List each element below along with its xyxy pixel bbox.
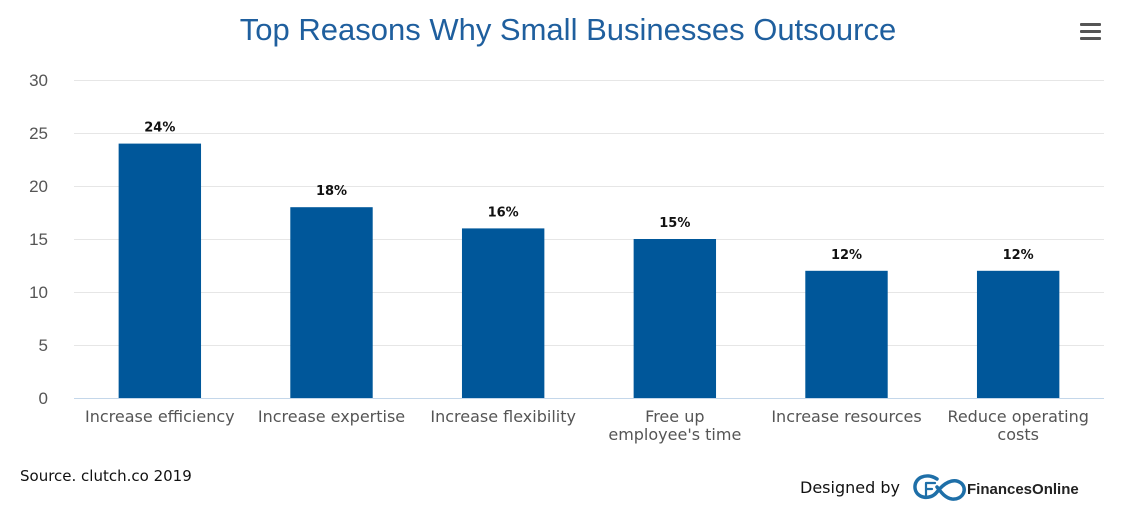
bar: [805, 270, 888, 398]
x-tick-label-line: costs: [997, 425, 1039, 444]
x-tick-label-line: Reduce operating: [947, 407, 1088, 426]
x-tick-label-line: employee's time: [608, 425, 741, 444]
designer-credit: Designed by FinancesOnline: [800, 474, 1079, 501]
y-tick-label: 15: [29, 230, 48, 249]
y-tick-label: 10: [29, 283, 48, 302]
source-note: Source. clutch.co 2019: [20, 467, 192, 485]
bar-data-label: 24%: [144, 121, 175, 136]
x-tick-label-line: Free up: [645, 407, 704, 426]
x-tick-label: Reduce operating costs: [947, 407, 1088, 444]
x-tick-label: Free up employee's time: [608, 407, 741, 444]
x-tick-label: Increase resources: [771, 407, 921, 426]
bar-data-label: 16%: [488, 205, 519, 220]
y-axis-ticks: 0 5 10 15 20 25 30: [29, 71, 48, 408]
bar: [118, 143, 202, 398]
x-tick-label: Increase efficiency: [85, 407, 235, 426]
bar: [976, 270, 1060, 398]
chart-menu-button[interactable]: [1072, 14, 1108, 50]
bar: [290, 207, 373, 398]
bar: [633, 239, 717, 398]
hamburger-menu-icon: [1080, 23, 1101, 40]
designed-by-label: Designed by: [800, 478, 900, 497]
data-labels: 24% 18% 16% 15% 12% 12%: [144, 121, 1033, 263]
chart-title: Top Reasons Why Small Businesses Outsour…: [240, 12, 896, 47]
x-axis-ticks: Increase efficiency Increase expertise Inc…: [85, 407, 1089, 444]
x-tick-label-line: Increase flexibility: [430, 407, 576, 426]
x-tick-label-line: Increase expertise: [258, 407, 405, 426]
x-tick-label: Increase flexibility: [430, 407, 576, 426]
y-tick-label: 30: [29, 71, 48, 90]
bar-data-label: 12%: [1003, 248, 1034, 263]
financesonline-logo-icon: [913, 474, 966, 501]
bar: [461, 228, 545, 398]
x-tick-label: Increase expertise: [258, 407, 405, 426]
bar-data-label: 12%: [831, 248, 862, 263]
financesonline-brand: FinancesOnline: [967, 481, 1079, 498]
grid-lines: [74, 80, 1104, 399]
y-tick-label: 5: [39, 336, 48, 355]
y-tick-label: 25: [29, 124, 48, 143]
y-tick-label: 20: [29, 177, 48, 196]
bar-data-label: 18%: [316, 184, 347, 199]
bar-data-label: 15%: [659, 216, 690, 231]
bars: [118, 143, 1060, 398]
y-tick-label: 0: [39, 389, 48, 408]
x-tick-label-line: Increase resources: [771, 407, 921, 426]
x-tick-label-line: Increase efficiency: [85, 407, 235, 426]
